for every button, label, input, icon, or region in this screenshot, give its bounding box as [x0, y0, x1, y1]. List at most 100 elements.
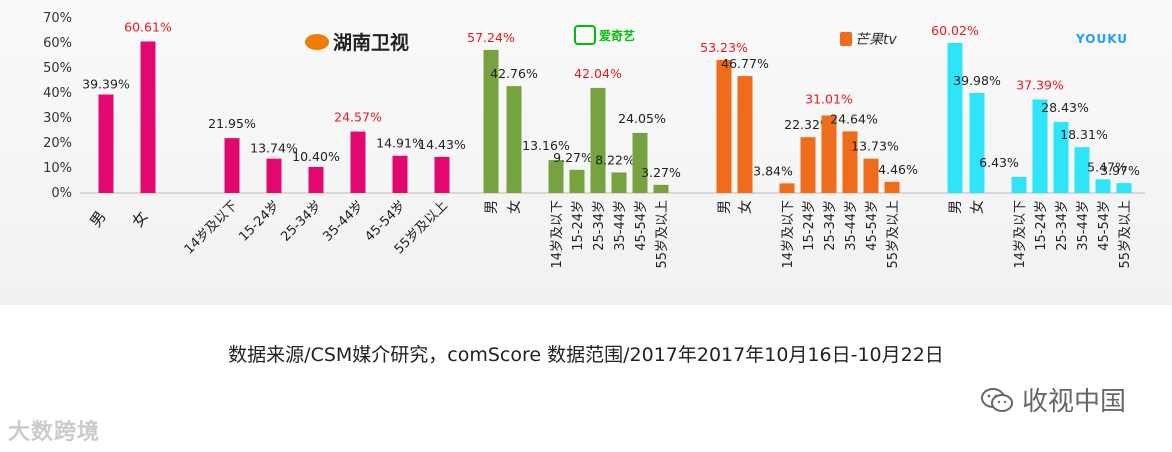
watermark-left: 大数跨境	[8, 414, 100, 446]
logo-mark	[840, 32, 852, 46]
age-bar	[392, 155, 408, 193]
age-category-label: 25-34岁	[1055, 200, 1070, 251]
age-bar	[266, 158, 282, 193]
age-value-label: 28.43%	[1041, 100, 1089, 115]
age-category-label: 55岁及以上	[1118, 200, 1133, 269]
gender-bar	[140, 41, 156, 193]
age-category-label: 35-44岁	[1076, 200, 1091, 251]
age-bar	[1053, 121, 1069, 193]
age-value-label: 10.40%	[292, 149, 340, 164]
logo-mark	[574, 25, 596, 45]
age-value-label: 9.27%	[553, 150, 593, 165]
age-category-label: 15-24岁	[1034, 200, 1049, 251]
age-category-label: 15-24岁	[802, 200, 817, 251]
age-value-label: 13.73%	[851, 139, 899, 154]
age-value-label: 24.57%	[334, 110, 382, 125]
watermark-left-text: 大数跨境	[8, 420, 101, 445]
age-value-label: 6.43%	[979, 155, 1019, 170]
watermark-right: 收视中国	[980, 381, 1126, 418]
data-source-note: 数据来源/CSM媒介研究，comScore 数据范围/2017年2017年10月…	[228, 344, 944, 366]
age-bar	[1032, 99, 1048, 193]
age-value-label: 22.32%	[784, 117, 832, 132]
gender-category-label: 男	[484, 200, 500, 214]
gender-value-label: 60.61%	[124, 19, 172, 34]
gender-category-label: 女	[737, 200, 754, 214]
age-bar	[779, 183, 795, 193]
gender-value-label: 39.39%	[82, 77, 130, 92]
age-category-label: 14岁及以下	[182, 198, 241, 257]
age-bar	[842, 131, 858, 193]
age-bar	[350, 131, 366, 193]
y-tick-label: 0%	[51, 186, 72, 201]
age-category-label: 35-44岁	[320, 198, 367, 245]
age-value-label: 8.22%	[595, 152, 635, 167]
age-bar	[569, 169, 585, 193]
age-category-label: 15-24岁	[571, 200, 586, 251]
y-tick-label: 40%	[43, 86, 72, 101]
age-category-label: 25-34岁	[278, 198, 325, 245]
y-tick-label: 50%	[43, 61, 72, 76]
age-value-label: 42.04%	[574, 66, 622, 81]
age-value-label: 21.95%	[208, 116, 256, 131]
age-bar	[1116, 183, 1132, 193]
age-bar	[1011, 176, 1027, 193]
age-bar	[590, 87, 606, 193]
channel-logo: 爱奇艺	[599, 28, 635, 43]
gender-bar	[969, 93, 985, 193]
age-value-label: 37.39%	[1016, 78, 1064, 93]
gender-category-label: 男	[717, 200, 733, 214]
age-category-label: 55岁及以上	[886, 200, 901, 269]
age-value-label: 5.47%	[1087, 159, 1127, 174]
age-category-label: 15-24岁	[236, 198, 283, 245]
age-value-label: 31.01%	[805, 91, 853, 106]
age-value-label: 3.27%	[641, 165, 681, 180]
age-value-label: 14.91%	[376, 136, 424, 151]
age-category-label: 14岁及以下	[781, 200, 796, 269]
age-bar	[800, 137, 816, 193]
age-value-label: 14.43%	[418, 137, 466, 152]
gender-category-label: 女	[969, 200, 986, 214]
age-bar	[224, 138, 240, 193]
y-tick-label: 70%	[43, 11, 72, 26]
age-category-label: 25-34岁	[592, 200, 607, 251]
age-bar	[632, 132, 648, 193]
gender-category-label: 男	[948, 200, 964, 214]
gender-value-label: 53.23%	[700, 40, 748, 55]
age-category-label: 55岁及以上	[655, 200, 670, 269]
bar-chart: 0% 10% 20% 30% 40% 50% 60% 70% 39.39% 男 60.61% 女 21.…	[43, 11, 1145, 269]
age-category-label: 45-54岁	[865, 200, 880, 251]
channel-logo: YOUKU	[1075, 32, 1128, 46]
age-value-label: 3.97%	[1100, 163, 1140, 178]
logo-mark	[305, 34, 329, 50]
gender-value-label: 42.76%	[490, 66, 538, 81]
age-category-label: 25-34岁	[823, 200, 838, 251]
age-bar	[821, 115, 837, 193]
channel-logo: 湖南卫视	[333, 31, 409, 54]
age-category-label: 35-44岁	[844, 200, 859, 251]
gender-bar	[947, 42, 963, 194]
age-category-label: 45-54岁	[1097, 200, 1112, 251]
age-category-label: 45-54岁	[634, 200, 649, 251]
gender-bar	[98, 94, 114, 193]
gender-category-label: 女	[128, 208, 151, 231]
channel-logo: 芒果tv	[855, 32, 897, 48]
age-bar	[548, 160, 564, 193]
y-tick-label: 30%	[43, 111, 72, 126]
age-value-label: 24.05%	[618, 111, 666, 126]
age-bar	[1095, 179, 1111, 193]
gender-value-label: 57.24%	[467, 30, 515, 45]
gender-bar	[506, 86, 522, 193]
gender-bar	[483, 49, 499, 194]
age-bar	[863, 158, 879, 193]
gender-bar	[716, 59, 732, 193]
gender-value-label: 46.77%	[721, 56, 769, 71]
age-category-label: 14岁及以下	[550, 200, 565, 269]
age-category-label: 35-44岁	[613, 200, 628, 251]
gender-value-label: 39.98%	[953, 73, 1001, 88]
age-value-label: 13.16%	[522, 138, 570, 153]
watermark-right-text: 收视中国	[1022, 387, 1127, 417]
age-value-label: 24.64%	[830, 111, 878, 126]
age-bar	[1074, 147, 1090, 193]
age-bar	[884, 181, 900, 193]
age-bar	[434, 156, 450, 193]
